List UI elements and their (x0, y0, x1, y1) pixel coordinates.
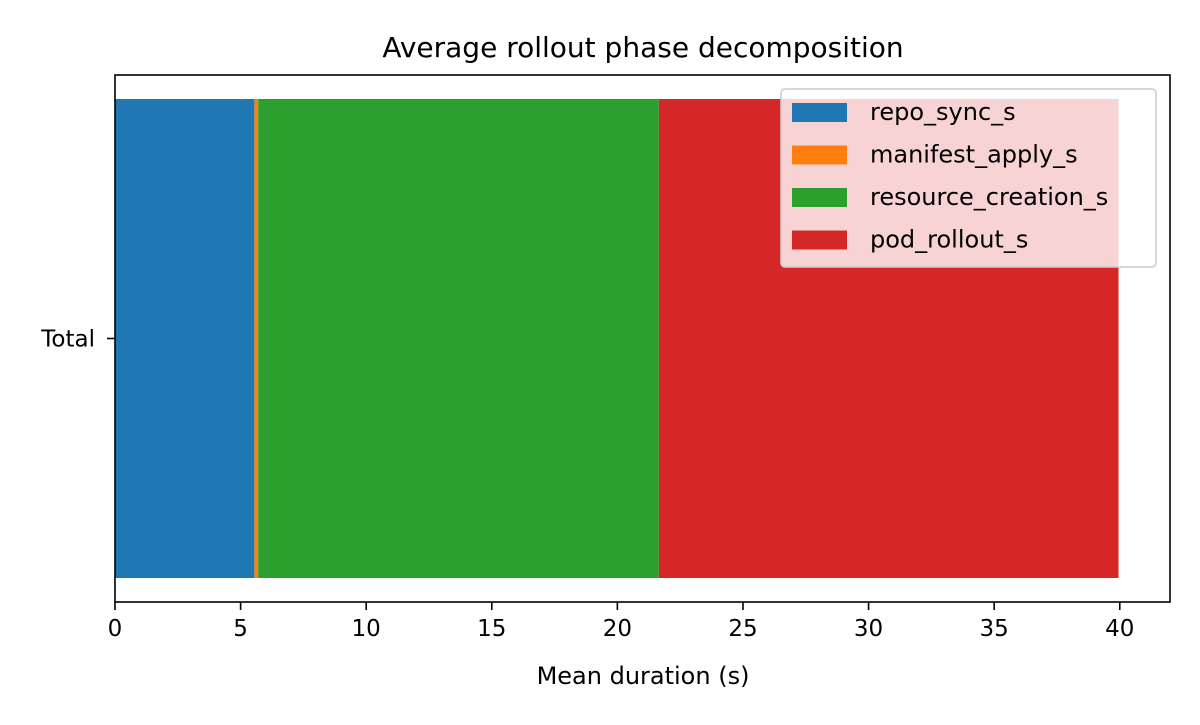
chart-title: Average rollout phase decomposition (382, 31, 903, 64)
legend-label-repo-sync-s: repo_sync_s (870, 98, 1016, 126)
bar-segment-repo-sync-s (115, 99, 255, 578)
legend-swatch-resource-creation-s (792, 188, 847, 207)
x-tick-label: 15 (477, 616, 506, 642)
x-tick-label: 5 (233, 616, 248, 642)
legend-swatch-repo-sync-s (792, 103, 847, 122)
legend-label-manifest-apply-s: manifest_apply_s (870, 141, 1078, 169)
x-tick-label: 35 (980, 616, 1009, 642)
legend-swatch-manifest-apply-s (792, 145, 847, 165)
legend-label-resource-creation-s: resource_creation_s (870, 183, 1108, 211)
x-tick-label: 25 (728, 616, 757, 642)
legend-box (780, 88, 1157, 268)
legend-swatch-pod-rollout-s (792, 230, 847, 250)
x-axis-label: Mean duration (s) (537, 662, 750, 690)
x-tick-label: 30 (854, 616, 883, 642)
legend-label-pod-rollout-s: pod_rollout_s (870, 226, 1028, 254)
bar-segment-manifest-apply-s (254, 99, 259, 578)
y-tick-label: Total (40, 327, 95, 353)
x-tick-label: 0 (108, 616, 123, 642)
bars-layer (115, 99, 1119, 578)
axes-layer: 0 5 10 15 20 25 30 35 40 Total (40, 74, 1171, 642)
bar-segment-resource-creation-s (258, 99, 659, 578)
x-tick-label: 40 (1105, 616, 1134, 642)
x-tick-label: 10 (352, 616, 381, 642)
legend: repo_sync_s manifest_apply_s resource_crea… (780, 88, 1157, 268)
x-tick-label: 20 (603, 616, 632, 642)
